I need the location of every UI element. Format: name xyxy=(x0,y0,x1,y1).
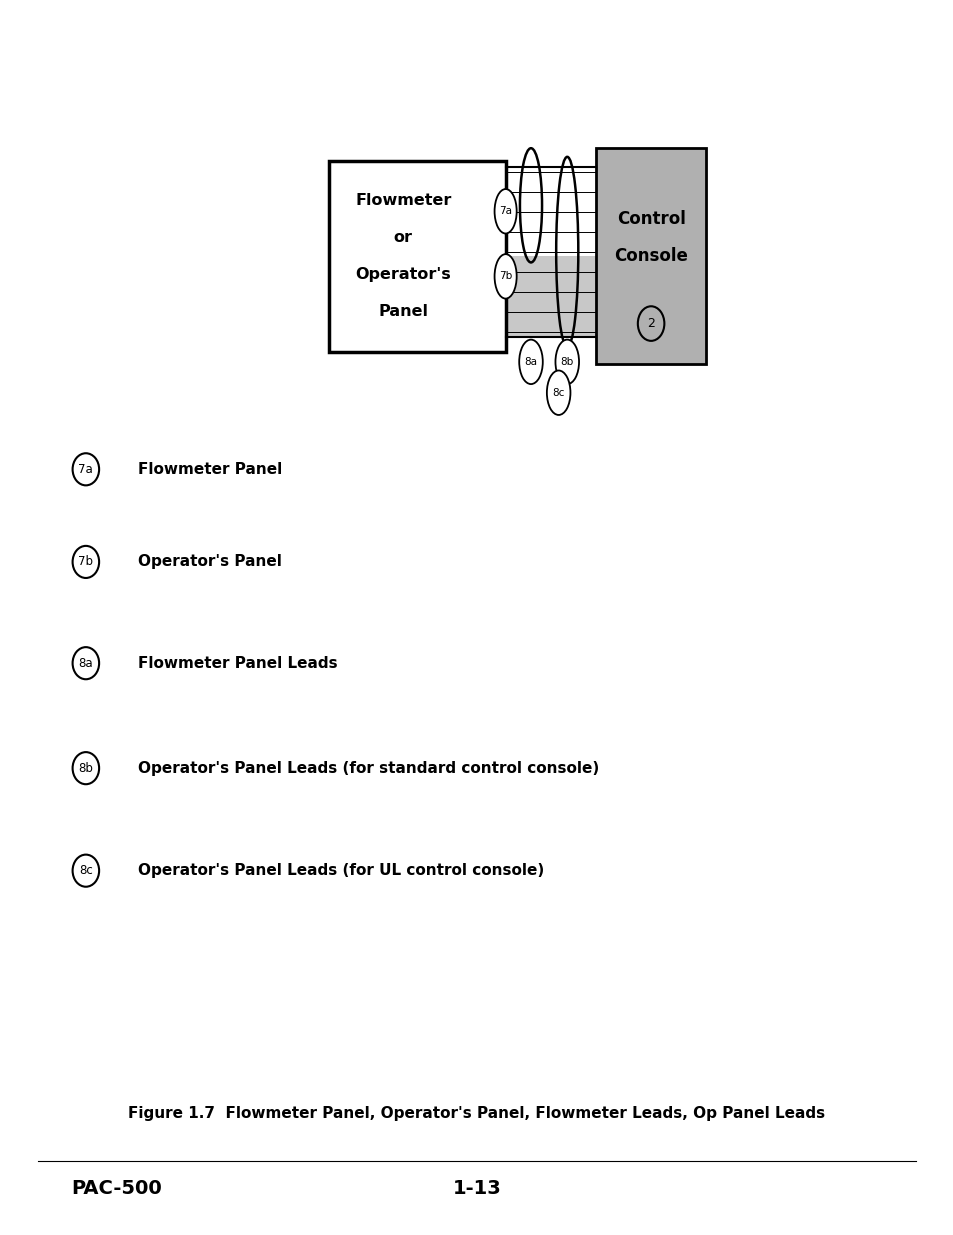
Text: Flowmeter Panel: Flowmeter Panel xyxy=(138,462,282,477)
Text: Panel: Panel xyxy=(377,304,428,320)
Text: Figure 1.7  Flowmeter Panel, Operator's Panel, Flowmeter Leads, Op Panel Leads: Figure 1.7 Flowmeter Panel, Operator's P… xyxy=(129,1107,824,1121)
Text: PAC-500: PAC-500 xyxy=(71,1178,162,1198)
Ellipse shape xyxy=(494,189,517,233)
Text: Operator's Panel Leads (for UL control console): Operator's Panel Leads (for UL control c… xyxy=(138,863,544,878)
Text: 8b: 8b xyxy=(78,762,93,774)
Text: Flowmeter Panel Leads: Flowmeter Panel Leads xyxy=(138,656,337,671)
Bar xyxy=(505,167,596,257)
Text: 7a: 7a xyxy=(498,206,512,216)
Text: 2: 2 xyxy=(646,317,655,330)
Bar xyxy=(596,148,705,364)
Ellipse shape xyxy=(555,340,578,384)
Ellipse shape xyxy=(72,546,99,578)
Text: 8c: 8c xyxy=(79,864,92,877)
Text: Operator's: Operator's xyxy=(355,267,451,283)
Ellipse shape xyxy=(72,647,99,679)
Text: 7b: 7b xyxy=(78,556,93,568)
Text: 8b: 8b xyxy=(560,357,574,367)
Text: Control: Control xyxy=(616,210,685,228)
Ellipse shape xyxy=(72,752,99,784)
Ellipse shape xyxy=(72,453,99,485)
Text: Console: Console xyxy=(614,247,687,266)
Text: or: or xyxy=(394,230,413,246)
Text: 7a: 7a xyxy=(78,463,93,475)
Ellipse shape xyxy=(72,855,99,887)
Text: 7b: 7b xyxy=(498,272,512,282)
Bar xyxy=(505,257,596,337)
Ellipse shape xyxy=(518,340,542,384)
Ellipse shape xyxy=(638,306,663,341)
Ellipse shape xyxy=(494,254,517,299)
Text: Operator's Panel Leads (for standard control console): Operator's Panel Leads (for standard con… xyxy=(138,761,598,776)
Bar xyxy=(329,161,505,352)
Text: Operator's Panel: Operator's Panel xyxy=(138,555,282,569)
Ellipse shape xyxy=(546,370,570,415)
Text: 8a: 8a xyxy=(524,357,537,367)
Text: Flowmeter: Flowmeter xyxy=(355,193,451,209)
Text: 8a: 8a xyxy=(78,657,93,669)
Text: 8c: 8c xyxy=(552,388,564,398)
Text: 1-13: 1-13 xyxy=(452,1178,501,1198)
